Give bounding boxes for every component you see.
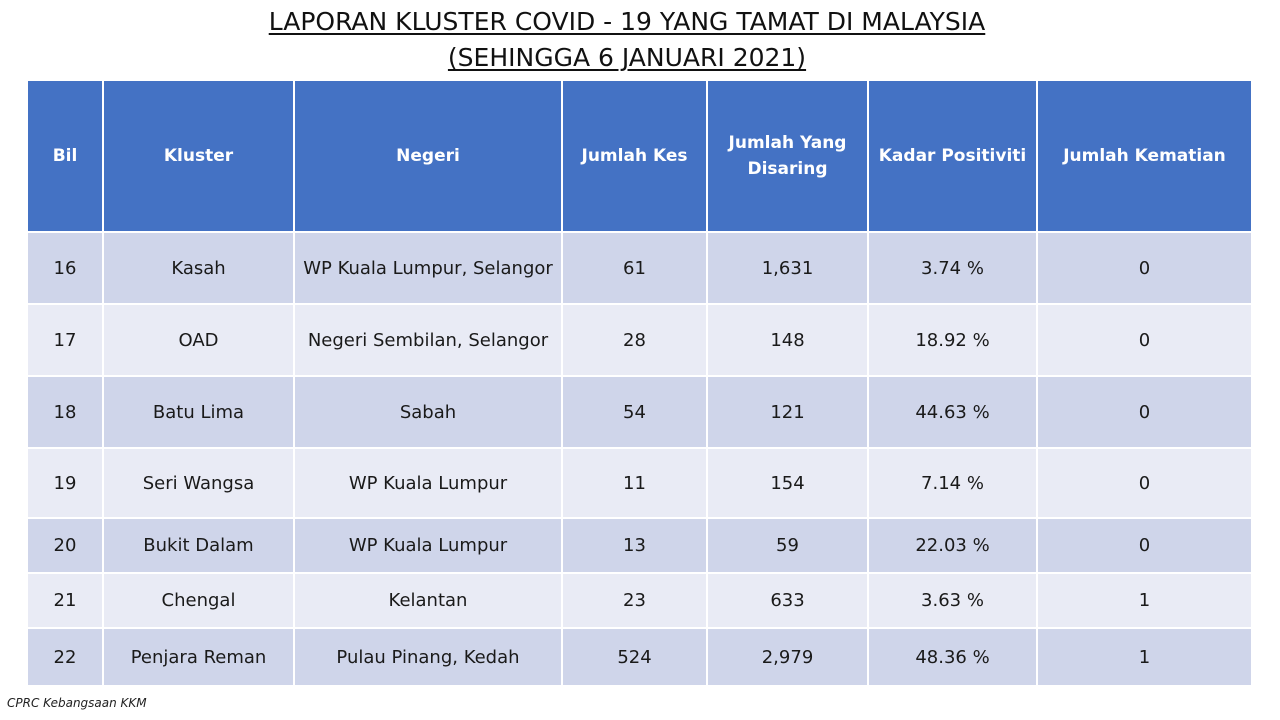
cell-bil: 16 xyxy=(28,233,102,303)
cell-jumlah-kematian: 0 xyxy=(1038,305,1251,375)
cell-negeri: Sabah xyxy=(295,377,561,447)
table-row: 16 Kasah WP Kuala Lumpur, Selangor 61 1,… xyxy=(28,233,1251,303)
table-row: 18 Batu Lima Sabah 54 121 44.63 % 0 xyxy=(28,377,1251,447)
table-header-row: Bil Kluster Negeri Jumlah Kes Jumlah Yan… xyxy=(28,81,1251,231)
table-row: 22 Penjara Reman Pulau Pinang, Kedah 524… xyxy=(28,629,1251,685)
table-row: 21 Chengal Kelantan 23 633 3.63 % 1 xyxy=(28,574,1251,627)
table-row: 19 Seri Wangsa WP Kuala Lumpur 11 154 7.… xyxy=(28,449,1251,517)
cell-jumlah-disaring: 148 xyxy=(708,305,867,375)
report-subtitle-date: (SEHINGGA 6 JANUARI 2021) xyxy=(447,43,807,72)
cell-jumlah-disaring: 1,631 xyxy=(708,233,867,303)
cell-kluster: Seri Wangsa xyxy=(104,449,293,517)
report-title: LAPORAN KLUSTER COVID - 19 YANG TAMAT DI… xyxy=(268,7,986,36)
cell-negeri: WP Kuala Lumpur xyxy=(295,519,561,572)
cell-jumlah-kes: 11 xyxy=(563,449,706,517)
cell-kluster: Chengal xyxy=(104,574,293,627)
cell-kadar-positiviti: 3.63 % xyxy=(869,574,1036,627)
cell-kluster: Penjara Reman xyxy=(104,629,293,685)
cell-kluster: Batu Lima xyxy=(104,377,293,447)
cell-jumlah-disaring: 154 xyxy=(708,449,867,517)
cell-jumlah-kematian: 0 xyxy=(1038,449,1251,517)
cell-bil: 22 xyxy=(28,629,102,685)
header-kluster: Kluster xyxy=(104,81,293,231)
cell-kadar-positiviti: 44.63 % xyxy=(869,377,1036,447)
cell-kadar-positiviti: 18.92 % xyxy=(869,305,1036,375)
cell-jumlah-kematian: 0 xyxy=(1038,233,1251,303)
cell-negeri: Negeri Sembilan, Selangor xyxy=(295,305,561,375)
table-row: 17 OAD Negeri Sembilan, Selangor 28 148 … xyxy=(28,305,1251,375)
cell-bil: 19 xyxy=(28,449,102,517)
cell-bil: 18 xyxy=(28,377,102,447)
cell-jumlah-disaring: 121 xyxy=(708,377,867,447)
cell-jumlah-kes: 524 xyxy=(563,629,706,685)
cell-negeri: WP Kuala Lumpur xyxy=(295,449,561,517)
cluster-table: Bil Kluster Negeri Jumlah Kes Jumlah Yan… xyxy=(26,79,1253,687)
cell-negeri: WP Kuala Lumpur, Selangor xyxy=(295,233,561,303)
header-negeri: Negeri xyxy=(295,81,561,231)
cell-jumlah-kes: 28 xyxy=(563,305,706,375)
cell-bil: 20 xyxy=(28,519,102,572)
cell-negeri: Kelantan xyxy=(295,574,561,627)
cell-kadar-positiviti: 22.03 % xyxy=(869,519,1036,572)
cell-jumlah-kes: 13 xyxy=(563,519,706,572)
header-jumlah-kes: Jumlah Kes xyxy=(563,81,706,231)
cell-jumlah-kematian: 1 xyxy=(1038,629,1251,685)
cell-bil: 17 xyxy=(28,305,102,375)
cell-jumlah-disaring: 2,979 xyxy=(708,629,867,685)
source-credit: CPRC Kebangsaan KKM xyxy=(7,696,147,710)
table-row: 20 Bukit Dalam WP Kuala Lumpur 13 59 22.… xyxy=(28,519,1251,572)
cell-bil: 21 xyxy=(28,574,102,627)
cell-jumlah-kematian: 0 xyxy=(1038,377,1251,447)
cell-jumlah-disaring: 633 xyxy=(708,574,867,627)
cell-kluster: Kasah xyxy=(104,233,293,303)
cell-jumlah-kes: 54 xyxy=(563,377,706,447)
header-bil: Bil xyxy=(28,81,102,231)
cell-jumlah-disaring: 59 xyxy=(708,519,867,572)
header-kadar-positiviti: Kadar Positiviti xyxy=(869,81,1036,231)
header-jumlah-disaring: Jumlah Yang Disaring xyxy=(708,81,867,231)
cell-kluster: Bukit Dalam xyxy=(104,519,293,572)
cell-jumlah-kes: 61 xyxy=(563,233,706,303)
cell-jumlah-kematian: 1 xyxy=(1038,574,1251,627)
header-jumlah-kematian: Jumlah Kematian xyxy=(1038,81,1251,231)
cell-jumlah-kematian: 0 xyxy=(1038,519,1251,572)
cell-kadar-positiviti: 3.74 % xyxy=(869,233,1036,303)
cell-kadar-positiviti: 48.36 % xyxy=(869,629,1036,685)
cell-kluster: OAD xyxy=(104,305,293,375)
cell-negeri: Pulau Pinang, Kedah xyxy=(295,629,561,685)
cell-jumlah-kes: 23 xyxy=(563,574,706,627)
cell-kadar-positiviti: 7.14 % xyxy=(869,449,1036,517)
